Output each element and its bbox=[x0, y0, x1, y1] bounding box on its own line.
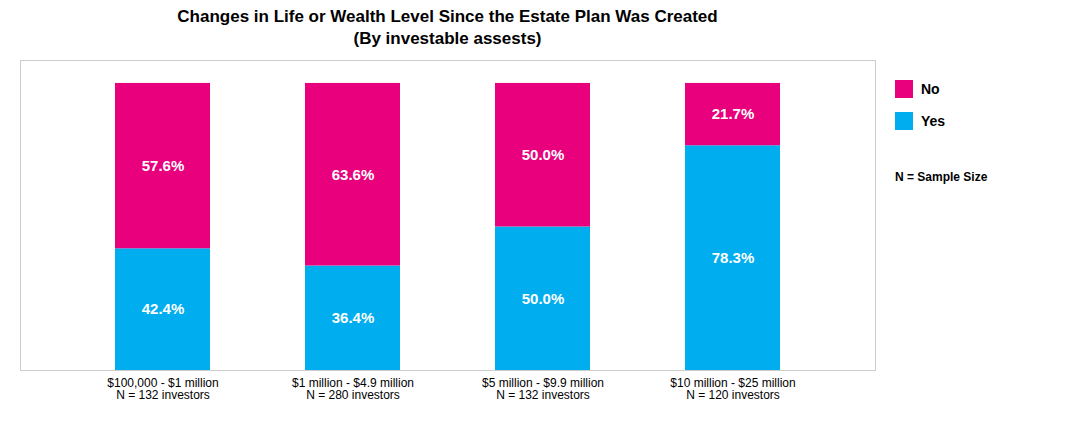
html-text:No: No bbox=[921, 81, 940, 97]
svg-text:57.6%: 57.6% bbox=[142, 157, 185, 174]
svg-text:$10 million - $25 millionN = 1: $10 million - $25 millionN = 120 investo… bbox=[670, 376, 795, 402]
svg-text:50.0%: 50.0% bbox=[522, 290, 565, 307]
html-text:(By investable assests): (By investable assests) bbox=[353, 29, 542, 48]
svg-text:50.0%: 50.0% bbox=[522, 146, 565, 163]
svg-text:$5 million - $9.9 millionN = 1: $5 million - $9.9 millionN = 132 investo… bbox=[482, 376, 604, 402]
svg-text:$1 million - $4.9 millionN = 2: $1 million - $4.9 millionN = 280 investo… bbox=[292, 376, 414, 402]
svg-text:78.3%: 78.3% bbox=[712, 249, 755, 266]
svg-text:36.4%: 36.4% bbox=[332, 309, 375, 326]
html-text:Changes in Life or Wealth Leve: Changes in Life or Wealth Level Since th… bbox=[177, 7, 718, 26]
html-text:N = Sample Size: N = Sample Size bbox=[895, 170, 988, 184]
svg-text:$100,000 - $1 millionN = 132 i: $100,000 - $1 millionN = 132 investors bbox=[107, 376, 218, 402]
svg-text:42.4%: 42.4% bbox=[142, 300, 185, 317]
svg-text:21.7%: 21.7% bbox=[712, 105, 755, 122]
html-text:Yes: Yes bbox=[921, 113, 946, 129]
svg-text:63.6%: 63.6% bbox=[332, 166, 375, 183]
